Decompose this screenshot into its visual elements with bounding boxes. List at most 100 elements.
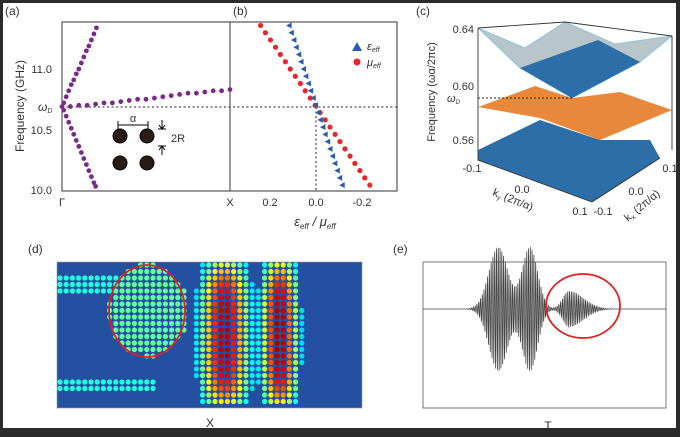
heatmap-cell	[268, 281, 274, 288]
mu-eff-point	[257, 22, 264, 29]
heatmap-cell	[274, 327, 280, 333]
legend-marker-triangle	[352, 42, 362, 51]
heatmap-cell	[255, 320, 261, 327]
heatmap-cell	[299, 314, 305, 320]
heatmap-cell	[293, 346, 299, 353]
heatmap-cell	[237, 379, 243, 385]
flat-band-point	[101, 100, 107, 106]
heatmap-cell	[144, 333, 150, 340]
heatmap-cell	[113, 379, 119, 385]
heatmap-cell	[162, 314, 168, 320]
heatmap-cell	[138, 346, 144, 353]
heatmap-cell	[88, 275, 94, 281]
heatmap-cell	[224, 268, 230, 275]
heatmap-cell	[237, 294, 243, 301]
heatmap-cell	[212, 288, 218, 294]
flat-band-point	[202, 89, 208, 95]
heatmap-cell	[249, 281, 255, 288]
heatmap-cell	[243, 314, 249, 320]
heatmap-cell	[231, 392, 237, 398]
lower-band-point	[61, 107, 67, 113]
heatmap-cell	[200, 366, 206, 372]
heatmap-cell	[237, 340, 243, 346]
heatmap-cell	[286, 372, 292, 379]
heatmap-cell	[262, 392, 268, 398]
heatmap-cell	[299, 359, 305, 366]
heatmap-cell	[286, 294, 292, 301]
heatmap-cell	[150, 327, 156, 333]
heatmap-cell	[280, 392, 286, 398]
heatmap-cell	[243, 268, 249, 275]
heatmap-cell	[218, 340, 224, 346]
heatmap-cell	[255, 288, 261, 294]
heatmap-cell	[206, 314, 212, 320]
heatmap-cell	[274, 275, 280, 281]
eps-eff-point	[336, 174, 343, 181]
heatmap-cell	[231, 320, 237, 327]
heatmap-cell	[138, 281, 144, 288]
heatmap-cell	[206, 307, 212, 314]
heatmap-cell	[286, 392, 292, 398]
heatmap-cell	[268, 307, 274, 314]
heatmap-cell	[243, 307, 249, 314]
heatmap-cell	[268, 353, 274, 359]
heatmap-cell	[255, 314, 261, 320]
heatmap-cell	[274, 385, 280, 392]
heatmap-cell	[299, 320, 305, 327]
heatmap-cell	[113, 327, 119, 333]
lower-band-point	[83, 162, 89, 167]
kx-tick: 0.1	[662, 163, 677, 175]
heatmap-cell	[249, 385, 255, 392]
heatmap-cell	[69, 281, 75, 288]
heatmap-cell	[162, 307, 168, 314]
eps-eff-point	[339, 182, 345, 189]
heatmap-cell	[262, 301, 268, 307]
heatmap-cell	[243, 294, 249, 301]
upper-band-point	[78, 60, 84, 66]
heatmap-cell	[274, 281, 280, 288]
heatmap-cell	[268, 398, 274, 405]
heatmap-cell	[131, 301, 137, 307]
lower-band-point	[81, 156, 87, 161]
heatmap-cell	[293, 333, 299, 340]
xtick-gamma: Γ	[59, 197, 65, 209]
heatmap-cell	[274, 288, 280, 294]
heatmap-cell	[249, 294, 255, 301]
heatmap-cell	[231, 366, 237, 372]
heatmap-cell	[224, 327, 230, 333]
eps-eff-point	[334, 167, 340, 174]
heatmap-cell	[144, 268, 150, 275]
heatmap-cell	[286, 327, 292, 333]
heatmap-cell	[249, 366, 255, 372]
heatmap-cell	[193, 340, 199, 346]
heatmap-cell	[206, 275, 212, 281]
heatmap-cell	[156, 320, 162, 327]
heatmap-cell	[237, 333, 243, 340]
heatmap-cell	[113, 307, 119, 314]
heatmap-cell	[131, 379, 137, 385]
ztick-label: 0.60	[453, 81, 474, 93]
heatmap-cell	[119, 333, 125, 340]
heatmap-cell	[224, 262, 230, 268]
panel-b: 0.2 0.0 -0.2 εeff / μeff εeff μeff	[257, 22, 382, 231]
heatmap-cell	[237, 262, 243, 268]
heatmap-cell	[125, 320, 131, 327]
heatmap-cell	[293, 392, 299, 398]
heatmap-cell	[69, 288, 75, 294]
heatmap-cell	[125, 288, 131, 294]
heatmap-cell	[212, 359, 218, 366]
heatmap-cell	[274, 320, 280, 327]
upper-band-point	[89, 37, 94, 43]
heatmap-cell	[262, 307, 268, 314]
heatmap-cell	[138, 301, 144, 307]
heatmap-cell	[125, 275, 131, 281]
heatmap-cell	[193, 359, 199, 366]
heatmap-cell	[262, 294, 268, 301]
heatmap-cell	[262, 372, 268, 379]
upper-band-point	[63, 94, 69, 100]
heatmap-cell	[286, 275, 292, 281]
heatmap-cell	[200, 288, 206, 294]
heatmap-cell	[131, 340, 137, 346]
heatmap-cell	[125, 281, 131, 288]
